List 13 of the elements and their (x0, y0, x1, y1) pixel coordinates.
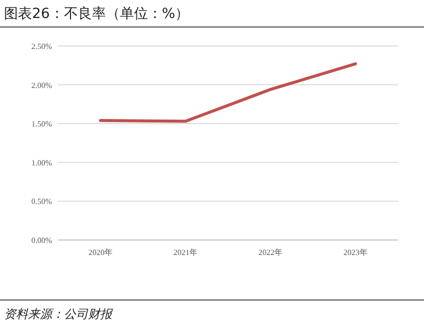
x-tick-label: 2022年 (258, 248, 282, 257)
y-tick-label: 2.00% (31, 80, 52, 90)
y-tick-label: 1.50% (31, 120, 52, 129)
x-tick-label: 2023年 (344, 248, 368, 257)
y-tick-label: 1.00% (31, 158, 52, 168)
x-tick-label: 2020年 (88, 248, 112, 257)
y-tick-label: 2.50% (31, 42, 52, 51)
x-tick-label: 2021年 (174, 248, 198, 257)
line-series (99, 62, 357, 123)
y-tick-label: 0.00% (31, 236, 52, 245)
y-tick-label: 0.50% (31, 197, 52, 206)
text: 资料来源：公司财报 (4, 307, 113, 321)
chart-title: 图表26：不良率（单位：%） (4, 6, 190, 22)
